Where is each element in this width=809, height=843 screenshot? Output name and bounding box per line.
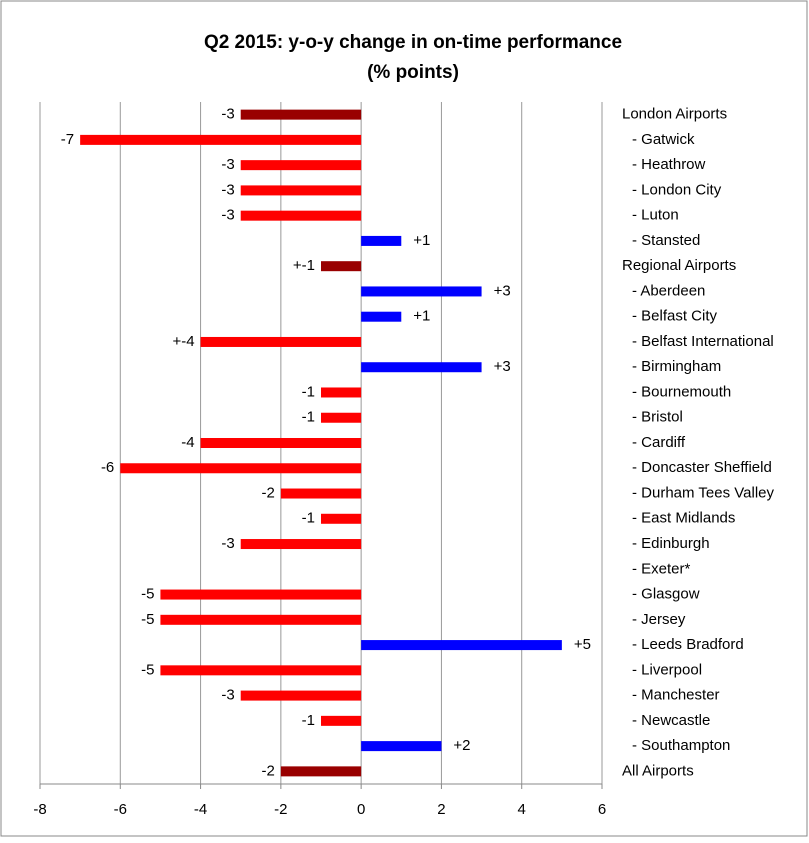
value-label: +-1 xyxy=(293,257,315,274)
category-label: - Southampton xyxy=(632,737,730,754)
category-label: - Heathrow xyxy=(632,156,706,173)
category-label: - Gatwick xyxy=(632,131,695,148)
value-label: -3 xyxy=(221,181,234,198)
bar xyxy=(240,185,362,196)
bar xyxy=(200,438,362,448)
bar xyxy=(321,387,362,398)
bar xyxy=(200,336,362,347)
category-label: - Leeds Bradford xyxy=(632,636,744,653)
bar xyxy=(321,412,362,423)
value-label: -3 xyxy=(221,535,234,552)
category-label: - Exeter* xyxy=(632,560,691,577)
category-label: London Airports xyxy=(622,106,727,123)
category-label: - Luton xyxy=(632,207,679,224)
value-label: -1 xyxy=(302,409,315,426)
value-label: -7 xyxy=(61,131,74,148)
value-label: -3 xyxy=(221,106,234,123)
category-label: - London City xyxy=(632,181,722,198)
bar xyxy=(280,488,362,499)
bar xyxy=(240,210,362,221)
x-tick-label: -6 xyxy=(114,801,127,818)
category-label: - Stansted xyxy=(632,232,700,249)
category-label: - Aberdeen xyxy=(632,282,705,299)
bar xyxy=(361,362,482,373)
bar xyxy=(321,513,362,524)
value-label: -3 xyxy=(221,687,234,704)
bar xyxy=(280,766,362,777)
chart-title: Q2 2015: y-o-y change in on-time perform… xyxy=(204,32,622,53)
value-label: +1 xyxy=(413,232,430,249)
x-tick-label: -2 xyxy=(274,801,287,818)
category-label: - Birmingham xyxy=(632,358,721,375)
bar xyxy=(160,589,362,600)
bar xyxy=(80,134,362,145)
chart-subtitle: (% points) xyxy=(367,62,459,83)
bar xyxy=(361,640,562,651)
category-label: - Liverpool xyxy=(632,661,702,678)
value-label: -5 xyxy=(141,661,154,678)
value-label: -5 xyxy=(141,586,154,603)
value-label: -1 xyxy=(302,510,315,527)
category-label: - Glasgow xyxy=(632,586,700,603)
x-tick-label: -8 xyxy=(33,801,46,818)
bar xyxy=(160,665,362,676)
category-label: - Newcastle xyxy=(632,712,710,729)
bar xyxy=(240,539,362,550)
value-label: -6 xyxy=(101,459,114,476)
bar xyxy=(240,690,362,701)
x-tick-label: 4 xyxy=(518,801,526,818)
category-label: - Jersey xyxy=(632,611,686,628)
bar xyxy=(240,109,362,120)
category-label: - East Midlands xyxy=(632,510,735,527)
value-label: -4 xyxy=(181,434,194,451)
value-label: +1 xyxy=(413,308,430,325)
value-label: +2 xyxy=(453,737,470,754)
value-label: +5 xyxy=(574,636,591,653)
bar xyxy=(321,715,362,726)
value-label: -3 xyxy=(221,156,234,173)
x-tick-label: 0 xyxy=(357,801,365,818)
category-label: - Bournemouth xyxy=(632,383,731,400)
category-label: - Belfast City xyxy=(632,308,718,325)
value-label: -5 xyxy=(141,611,154,628)
bar xyxy=(240,160,362,171)
value-label: +3 xyxy=(494,282,511,299)
bar xyxy=(361,235,402,246)
category-label: - Edinburgh xyxy=(632,535,710,552)
value-label: -1 xyxy=(302,383,315,400)
category-label: - Cardiff xyxy=(632,434,686,451)
value-label: -2 xyxy=(262,762,275,779)
category-label: - Manchester xyxy=(632,687,720,704)
value-label: -2 xyxy=(262,484,275,501)
bar xyxy=(321,261,362,272)
x-tick-label: 6 xyxy=(598,801,606,818)
x-tick-label: 2 xyxy=(437,801,445,818)
value-label: -1 xyxy=(302,712,315,729)
bar xyxy=(361,286,482,297)
category-label: - Durham Tees Valley xyxy=(632,484,775,501)
bar xyxy=(361,741,442,752)
value-label: -3 xyxy=(221,207,234,224)
value-label: +3 xyxy=(494,358,511,375)
value-label: +-4 xyxy=(172,333,194,350)
bar xyxy=(361,311,402,322)
category-label: - Doncaster Sheffield xyxy=(632,459,772,476)
x-tick-label: -4 xyxy=(194,801,207,818)
bar xyxy=(160,614,362,625)
bar xyxy=(120,463,362,474)
category-label: - Belfast International xyxy=(632,333,774,350)
category-label: Regional Airports xyxy=(622,257,736,274)
category-label: All Airports xyxy=(622,762,694,779)
category-label: - Bristol xyxy=(632,409,683,426)
